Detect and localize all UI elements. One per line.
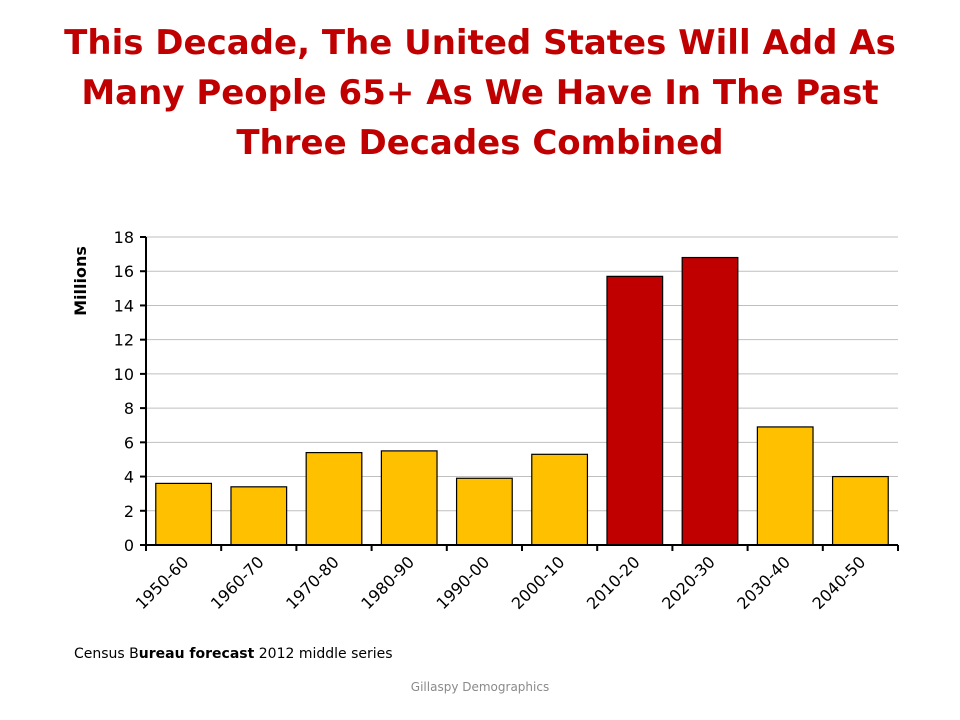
y-tick-label: 2: [124, 502, 134, 521]
bar-1980-90: [380, 450, 438, 546]
bar-2030-40: [756, 426, 814, 546]
x-tick-label: 2010-20: [583, 552, 644, 613]
x-tick-label: 2030-40: [733, 552, 794, 613]
x-tick-label: 2040-50: [809, 552, 870, 613]
y-tick-label: 0: [124, 536, 134, 555]
bar-2020-30: [681, 256, 739, 546]
x-tick-label: 1990-00: [433, 552, 494, 613]
bar-2000-10: [531, 453, 589, 546]
y-tick-label: 16: [114, 262, 134, 281]
source-note: Census Bureau forecast 2012 middle serie…: [74, 646, 393, 662]
source-note-part3: 2012 middle series: [254, 646, 393, 662]
bar-1990-00: [455, 477, 513, 546]
bar-2040-50: [831, 475, 889, 546]
bar-1950-60: [155, 482, 213, 546]
y-tick-label: 18: [114, 228, 134, 247]
y-tick-label: 8: [124, 399, 134, 418]
y-tick-label: 12: [114, 331, 134, 350]
x-tick-label: 1950-60: [132, 552, 193, 613]
y-tick-label: 14: [114, 296, 134, 315]
bar-1970-80: [305, 452, 363, 546]
x-tick-label: 1980-90: [357, 552, 418, 613]
y-tick-label: 4: [124, 468, 134, 487]
source-note-part2: ureau forecast: [138, 646, 255, 662]
source-note-part1: Census B: [74, 646, 139, 662]
y-axis-label: Millions: [71, 246, 90, 316]
footer-credit: Gillaspy Demographics: [410, 680, 550, 694]
x-tick-label: 2000-10: [508, 552, 569, 613]
y-tick-label: 6: [124, 433, 134, 452]
x-tick-label: 1970-80: [282, 552, 343, 613]
slide-title: This Decade, The United States Will Add …: [64, 23, 896, 163]
bar-2010-20: [606, 275, 664, 546]
y-tick-label: 10: [114, 365, 134, 384]
x-tick-label: 1960-70: [207, 552, 268, 613]
x-tick-label: 2020-30: [658, 552, 719, 613]
bar-1960-70: [230, 486, 288, 546]
